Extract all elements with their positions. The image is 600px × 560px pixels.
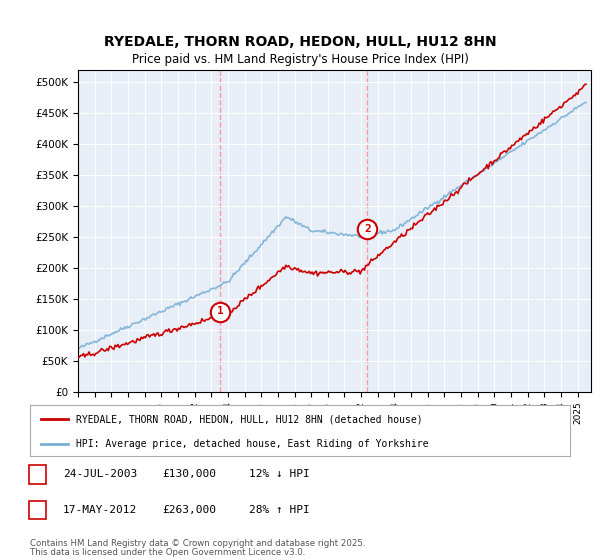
Text: HPI: Average price, detached house, East Riding of Yorkshire: HPI: Average price, detached house, East…: [76, 438, 428, 449]
Text: 12% ↓ HPI: 12% ↓ HPI: [249, 469, 310, 479]
Text: 17-MAY-2012: 17-MAY-2012: [63, 505, 137, 515]
Text: £130,000: £130,000: [162, 469, 216, 479]
Text: 28% ↑ HPI: 28% ↑ HPI: [249, 505, 310, 515]
Text: 24-JUL-2003: 24-JUL-2003: [63, 469, 137, 479]
Text: 1: 1: [217, 306, 224, 316]
Text: 2: 2: [364, 224, 371, 234]
Text: Contains HM Land Registry data © Crown copyright and database right 2025.: Contains HM Land Registry data © Crown c…: [30, 539, 365, 548]
Text: RYEDALE, THORN ROAD, HEDON, HULL, HU12 8HN (detached house): RYEDALE, THORN ROAD, HEDON, HULL, HU12 8…: [76, 414, 422, 424]
Text: This data is licensed under the Open Government Licence v3.0.: This data is licensed under the Open Gov…: [30, 548, 305, 557]
Text: 1: 1: [34, 469, 41, 479]
Text: 2: 2: [34, 505, 41, 515]
Text: £263,000: £263,000: [162, 505, 216, 515]
Text: Price paid vs. HM Land Registry's House Price Index (HPI): Price paid vs. HM Land Registry's House …: [131, 53, 469, 67]
Text: RYEDALE, THORN ROAD, HEDON, HULL, HU12 8HN: RYEDALE, THORN ROAD, HEDON, HULL, HU12 8…: [104, 35, 496, 49]
